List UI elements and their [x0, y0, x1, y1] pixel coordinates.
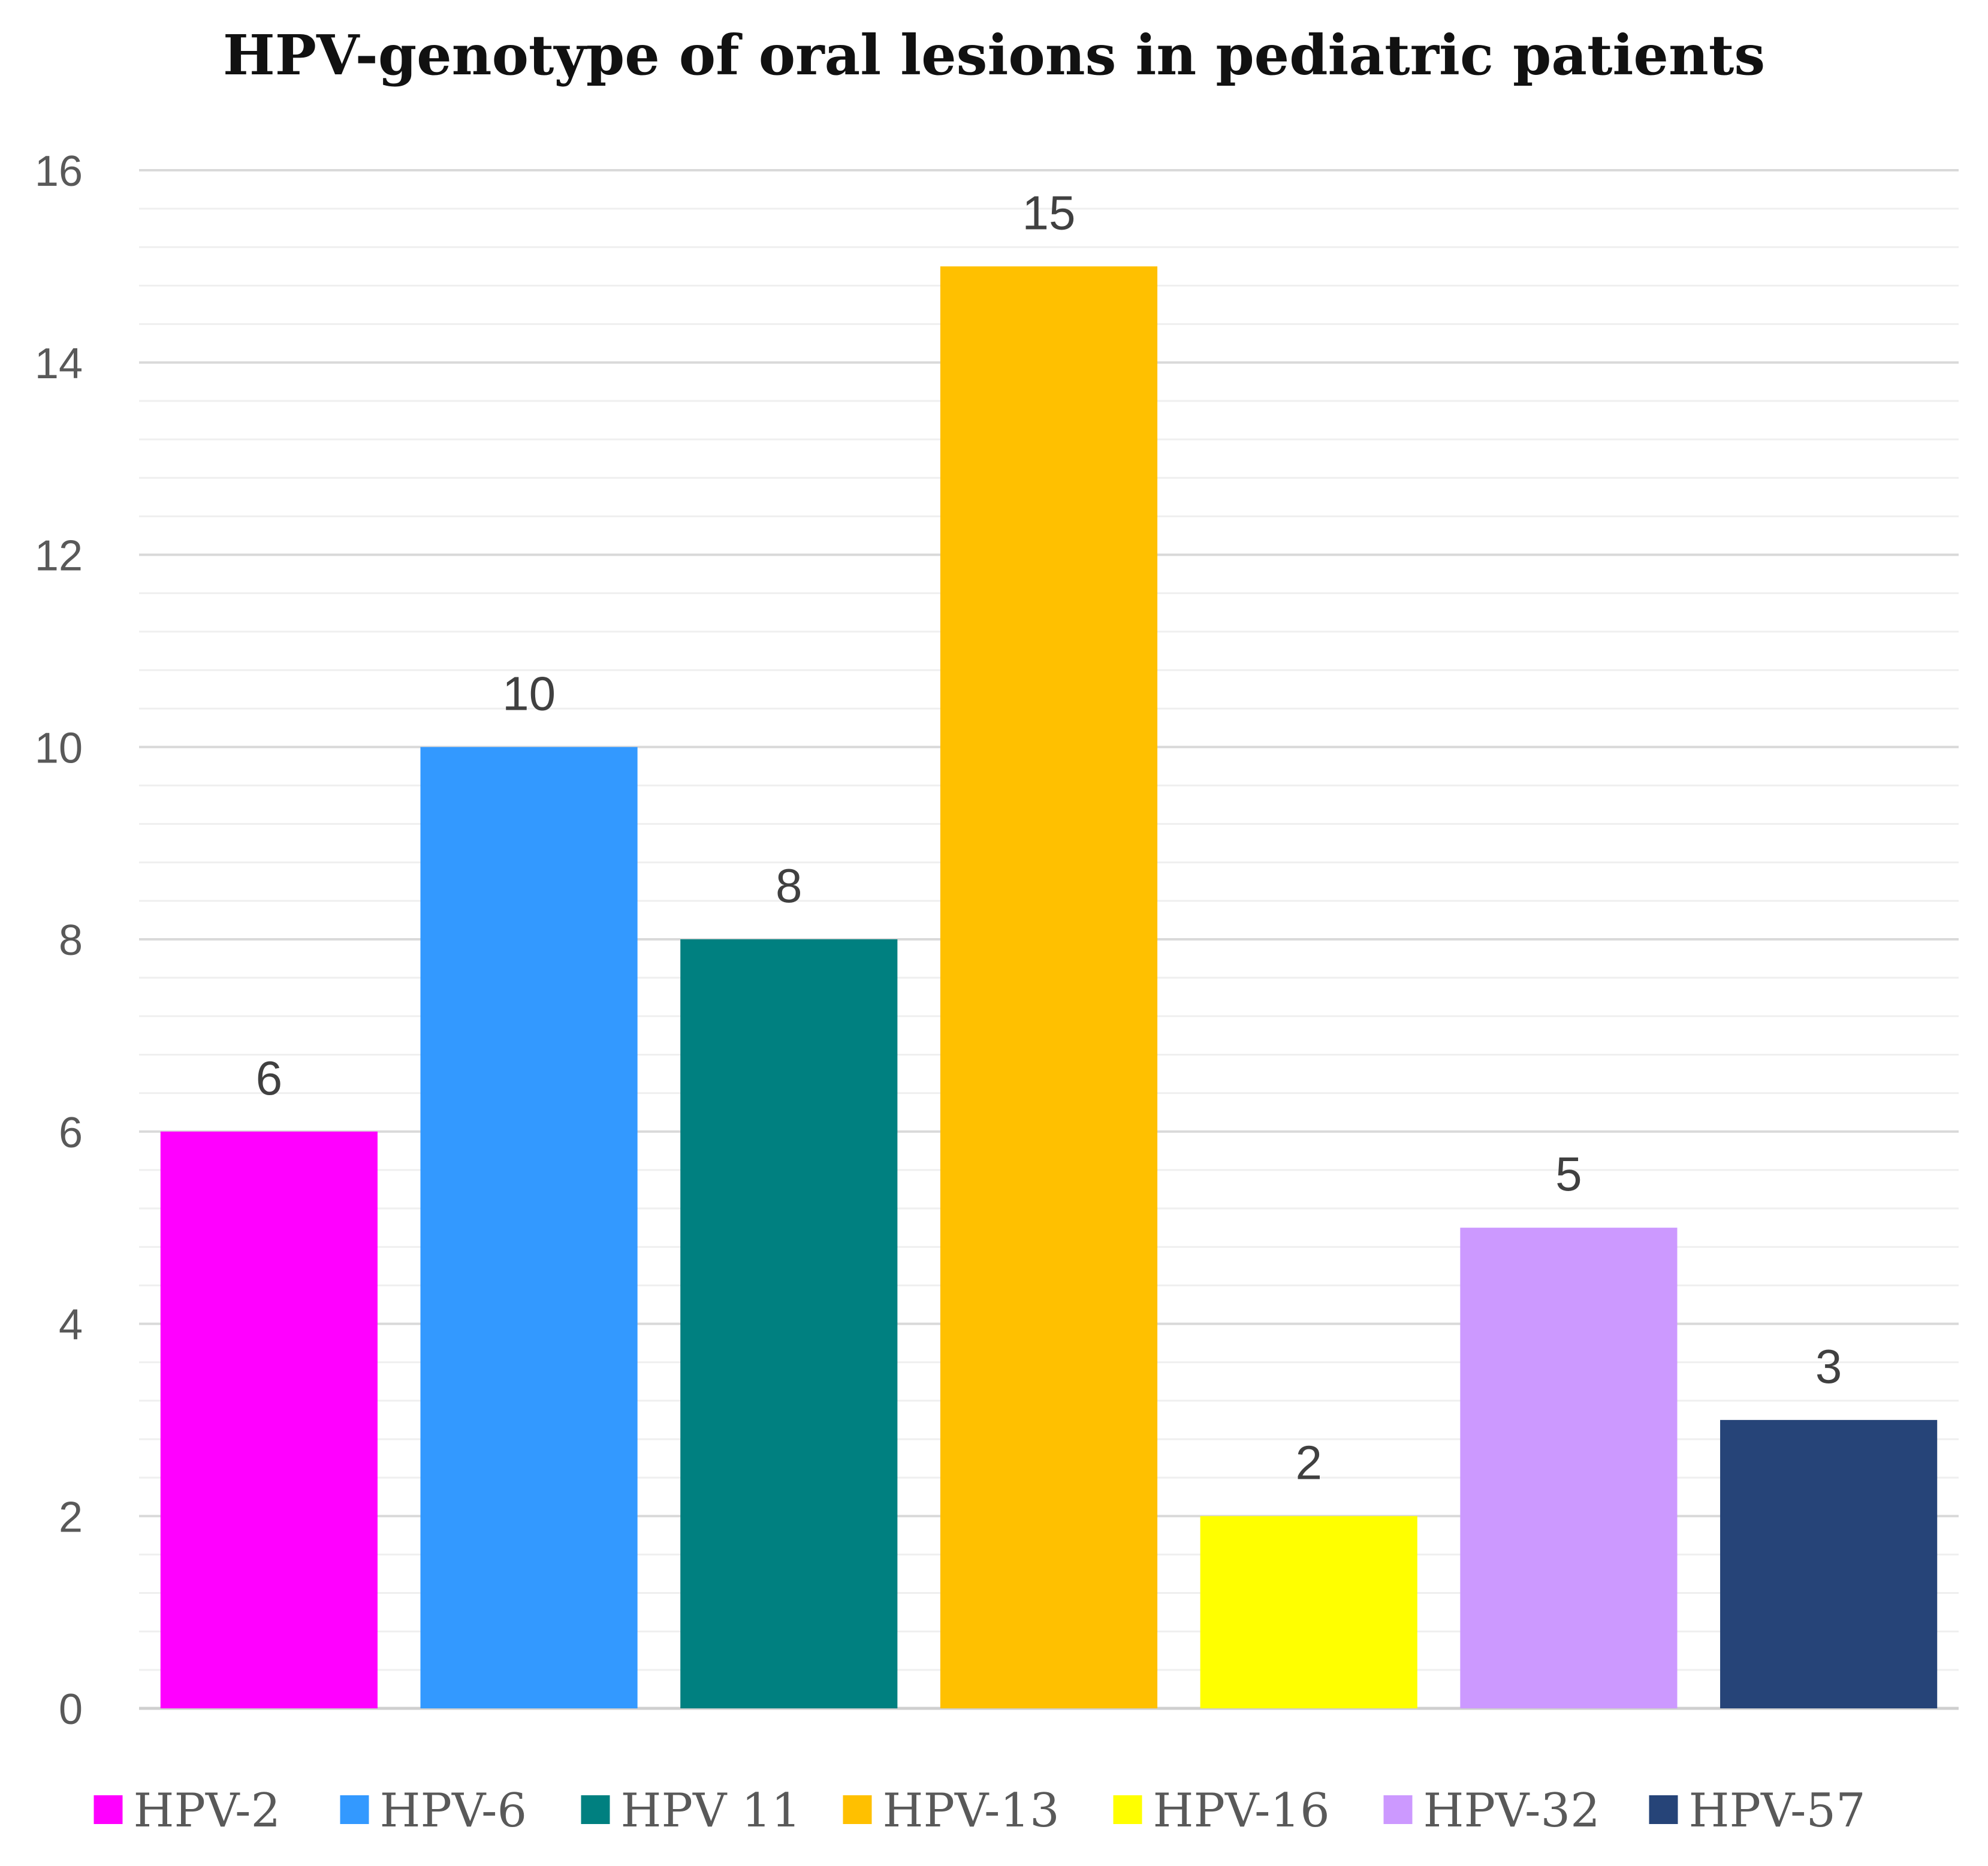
- legend-item: HPV-57: [1649, 1784, 1866, 1838]
- bar-hpv-57: [1720, 1419, 1938, 1708]
- data-label: 6: [256, 1051, 283, 1105]
- bars: [160, 266, 1938, 1708]
- y-tick-label: 10: [35, 724, 83, 772]
- legend: HPV-2 HPV-6 HPV 11 HPV-13 HPV-16 HPV-32 HPV-57: [93, 1784, 1866, 1838]
- y-tick-label: 16: [35, 147, 83, 195]
- y-tick-label: 0: [59, 1686, 83, 1734]
- legend-label: HPV-32: [1423, 1784, 1600, 1838]
- legend-item: HPV-32: [1383, 1784, 1600, 1838]
- legend-swatch: [1383, 1795, 1413, 1824]
- legend-swatch: [1649, 1795, 1678, 1824]
- y-tick-label: 6: [59, 1109, 83, 1157]
- legend-swatch: [340, 1795, 369, 1824]
- chart-title: HPV-genotype of oral lesions in pediatri…: [222, 23, 1766, 88]
- legend-item: HPV-6: [340, 1784, 527, 1838]
- legend-swatch: [843, 1795, 872, 1824]
- legend-label: HPV-16: [1153, 1784, 1330, 1838]
- bar-hpv-32: [1460, 1228, 1678, 1708]
- legend-label: HPV-13: [883, 1784, 1060, 1838]
- legend-item: HPV-2: [93, 1784, 281, 1838]
- y-axis-ticks: 0 2 4 6 8 10 12 14 16: [35, 147, 83, 1734]
- data-label: 5: [1555, 1147, 1582, 1201]
- data-labels: 6 10 8 15 2 5 3: [256, 186, 1842, 1489]
- y-tick-label: 12: [35, 532, 83, 580]
- legend-swatch: [581, 1795, 610, 1824]
- bar-hpv-2: [160, 1131, 378, 1708]
- bar-hpv-16: [1200, 1516, 1417, 1708]
- legend-label: HPV 11: [621, 1784, 801, 1838]
- y-tick-label: 4: [59, 1301, 83, 1349]
- y-tick-label: 14: [35, 340, 83, 388]
- data-label: 10: [502, 667, 556, 720]
- legend-label: HPV-2: [134, 1784, 281, 1838]
- bar-hpv-13: [940, 266, 1158, 1708]
- bar-hpv-6: [420, 747, 638, 1708]
- legend-label: HPV-6: [380, 1784, 527, 1838]
- legend-label: HPV-57: [1689, 1784, 1866, 1838]
- bar-hpv-11: [680, 939, 898, 1708]
- data-label: 8: [776, 859, 803, 912]
- y-tick-label: 2: [59, 1493, 83, 1541]
- legend-swatch: [1113, 1795, 1142, 1824]
- legend-item: HPV 11: [581, 1784, 801, 1838]
- data-label: 3: [1815, 1340, 1842, 1393]
- data-label: 2: [1295, 1436, 1322, 1489]
- legend-item: HPV-13: [843, 1784, 1060, 1838]
- legend-swatch: [93, 1795, 123, 1824]
- data-label: 15: [1022, 186, 1076, 239]
- legend-item: HPV-16: [1113, 1784, 1330, 1838]
- y-tick-label: 8: [59, 917, 83, 964]
